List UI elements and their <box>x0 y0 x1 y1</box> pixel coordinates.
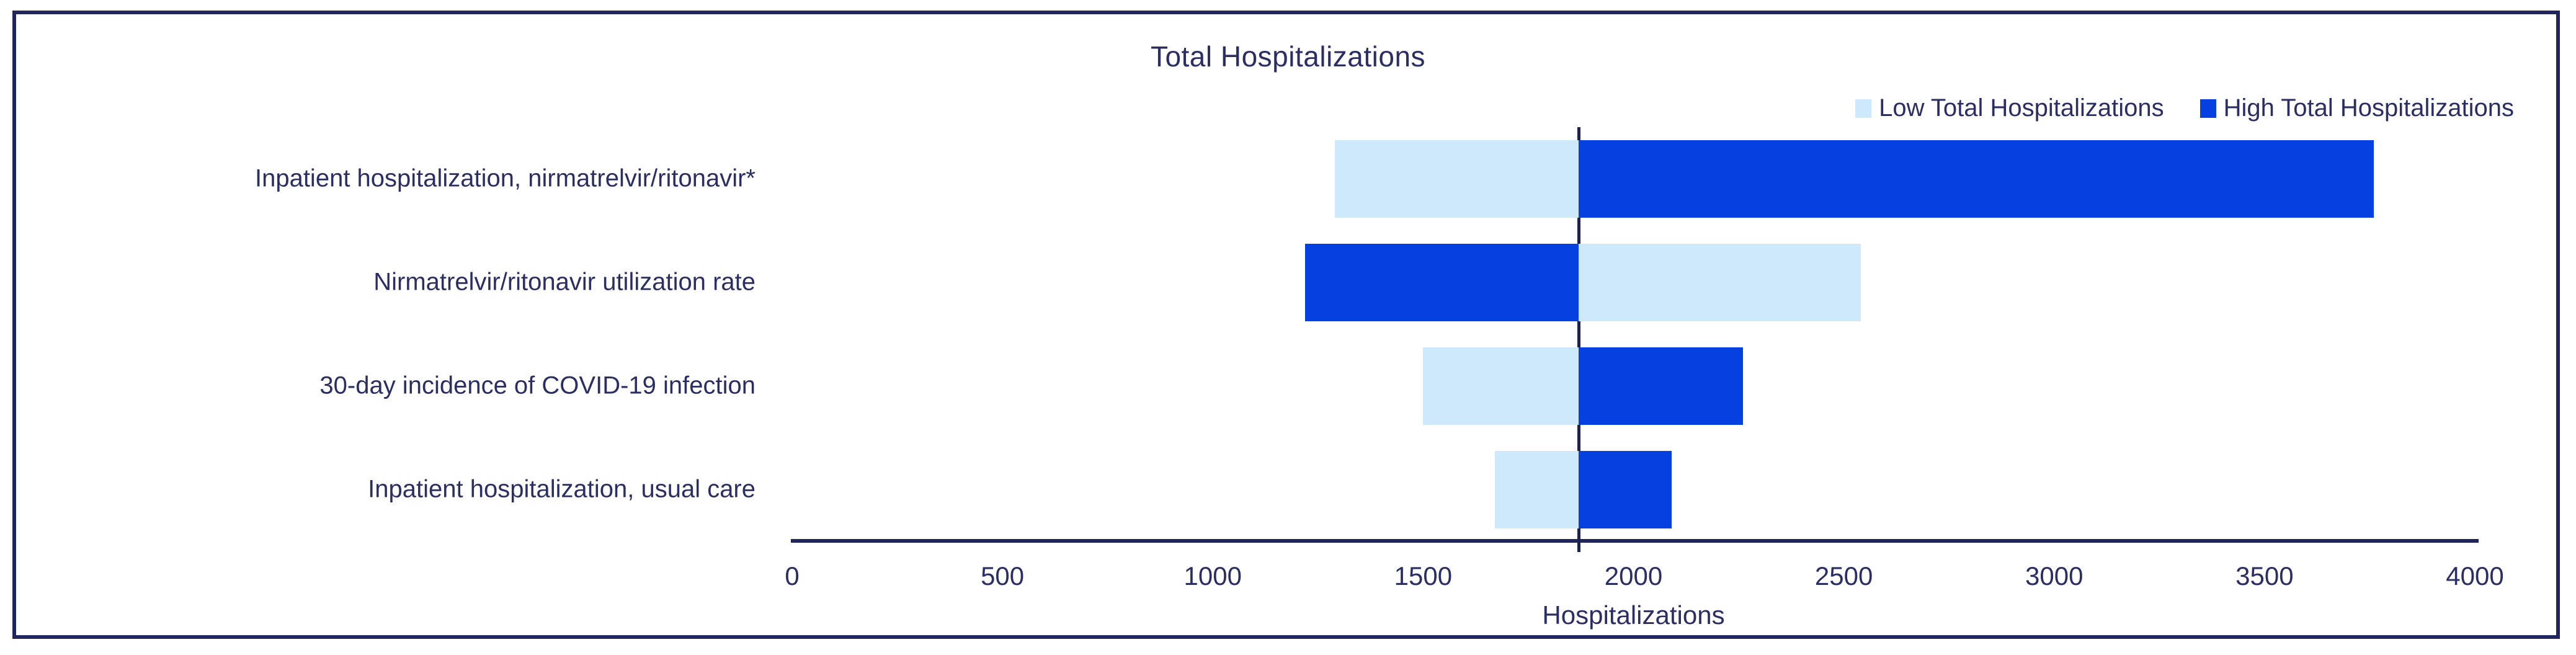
chart-frame-border <box>12 11 2560 639</box>
bar-high <box>1579 347 1743 425</box>
bar-low <box>1579 243 1861 321</box>
legend-item-high: High Total Hospitalizations <box>2199 94 2514 122</box>
legend-item-low: Low Total Hospitalizations <box>1855 94 2164 122</box>
legend: Low Total Hospitalizations High Total Ho… <box>1855 94 2514 122</box>
legend-swatch-low <box>1855 99 1872 118</box>
baseline-marker <box>1577 127 1581 552</box>
x-tick-label: 3000 <box>2025 561 2084 590</box>
x-axis-line <box>791 539 2479 543</box>
x-tick-label: 4000 <box>2446 561 2504 590</box>
bar-high <box>1579 450 1672 528</box>
category-label: Nirmatrelvir/ritonavir utilization rate <box>373 268 755 296</box>
x-tick-label: 1000 <box>1183 561 1242 590</box>
category-label: Inpatient hospitalization, usual care <box>368 475 755 503</box>
legend-swatch-high <box>2199 99 2216 118</box>
legend-label-low: Low Total Hospitalizations <box>1879 94 2164 122</box>
bar-high <box>1305 243 1579 321</box>
bar-low <box>1494 450 1579 528</box>
category-label: Inpatient hospitalization, nirmatrelvir/… <box>254 164 755 192</box>
x-tick-label: 2000 <box>1604 561 1663 590</box>
x-axis-title: Hospitalizations <box>1542 600 1725 630</box>
x-tick-label: 1500 <box>1394 561 1453 590</box>
chart-title: Total Hospitalizations <box>1150 40 1426 73</box>
legend-label-high: High Total Hospitalizations <box>2223 94 2514 122</box>
category-label: 30-day incidence of COVID-19 infection <box>319 372 755 399</box>
x-tick-label: 500 <box>981 561 1025 590</box>
x-tick-label: 2500 <box>1814 561 1873 590</box>
bar-high <box>1579 140 2374 218</box>
x-tick-label: 0 <box>785 561 800 590</box>
x-tick-label: 3500 <box>2235 561 2294 590</box>
bar-low <box>1423 347 1579 425</box>
bar-low <box>1334 140 1579 218</box>
